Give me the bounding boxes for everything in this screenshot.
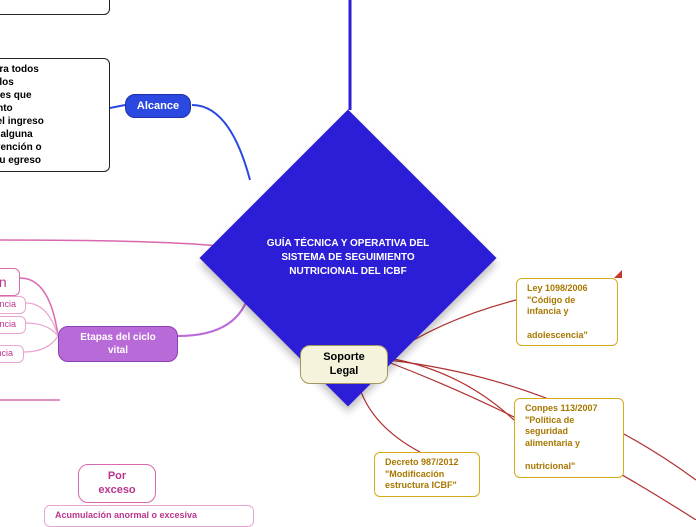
node-conpes: Conpes 113/2007 "Política de seguridad a… [514,398,624,478]
node-cion: ción [0,268,20,296]
node-top-fragment: nal. [0,0,110,15]
node-soporte[interactable]: Soporte Legal [300,345,388,384]
node-acumulacion: Acumulación anormal o excesiva [44,505,254,527]
node-infancia2: nfancia [0,316,26,334]
node-decreto: Decreto 987/2012 "Modificación estructur… [374,452,480,497]
node-ley1098: Ley 1098/2006 "Código de infancia y adol… [516,278,618,346]
node-etapas[interactable]: Etapas del ciclo vital [58,326,178,362]
node-cencia: cencia [0,345,24,363]
node-alcance-desc: ica para todos as de los sionales que ui… [0,58,110,172]
node-infancia1: nfancia [0,296,26,314]
node-alcance[interactable]: Alcance [125,94,191,118]
node-exceso: Por exceso [78,464,156,503]
